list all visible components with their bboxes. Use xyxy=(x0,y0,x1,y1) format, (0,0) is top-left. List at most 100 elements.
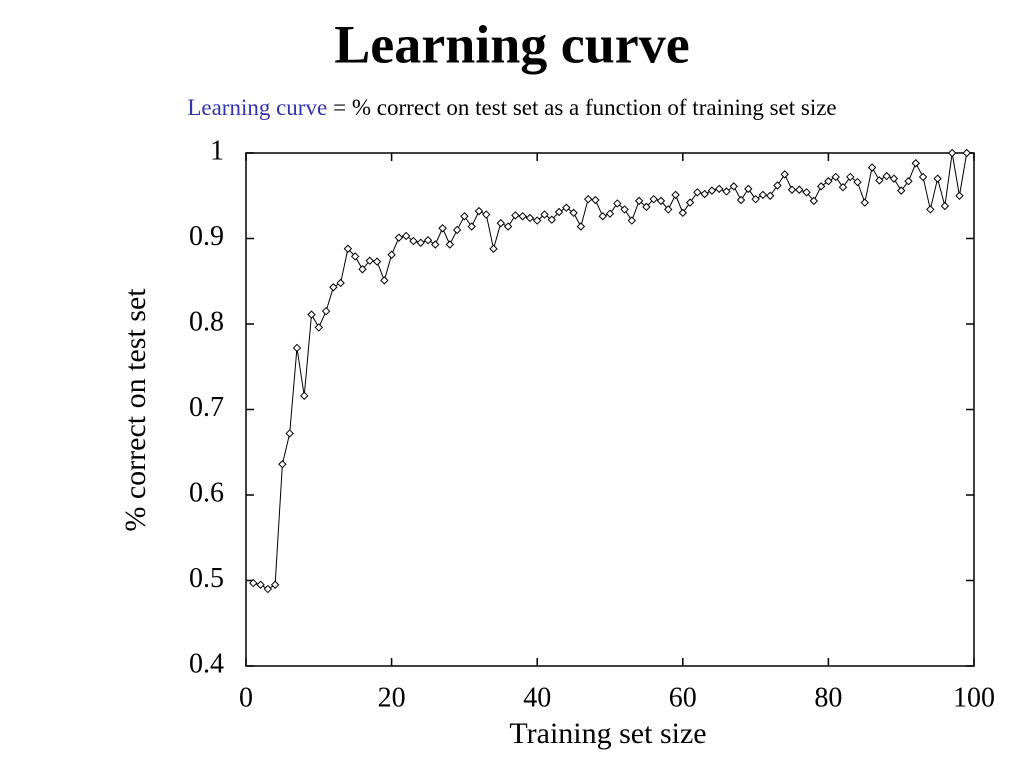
data-point xyxy=(511,211,520,220)
data-point xyxy=(372,257,382,266)
data-point xyxy=(270,580,280,589)
data-point xyxy=(678,208,688,218)
data-point xyxy=(751,194,760,204)
data-point xyxy=(409,236,418,246)
data-point xyxy=(321,306,331,316)
data-point xyxy=(423,236,433,245)
data-point xyxy=(918,172,928,182)
x-tick-label: 100 xyxy=(953,682,995,713)
data-point xyxy=(860,198,870,207)
y-tick-label: 0.5 xyxy=(189,563,224,594)
data-point xyxy=(744,184,753,194)
data-point xyxy=(350,252,360,261)
data-point xyxy=(380,276,389,285)
data-point xyxy=(685,198,695,207)
data-point xyxy=(809,196,819,206)
slide-title: Learning curve xyxy=(334,14,689,74)
data-point xyxy=(256,580,265,589)
data-point xyxy=(605,209,615,218)
data-point xyxy=(853,177,862,187)
y-tick-label: 0.7 xyxy=(189,392,224,423)
data-point xyxy=(642,202,651,212)
subtitle-definition: = % correct on test set as a function of… xyxy=(333,95,836,120)
data-point xyxy=(416,238,425,247)
data-point xyxy=(503,222,513,231)
plot-frame xyxy=(245,152,975,667)
data-point xyxy=(467,222,476,231)
y-tick-label: 0.8 xyxy=(189,306,224,337)
data-point xyxy=(736,195,746,205)
data-point xyxy=(343,244,353,253)
data-point xyxy=(627,216,637,225)
data-line xyxy=(253,152,968,590)
y-tick-label: 0.4 xyxy=(189,648,224,679)
data-point xyxy=(394,233,404,242)
y-tick-label: 1 xyxy=(210,135,224,166)
data-point xyxy=(940,201,950,211)
data-point xyxy=(656,196,666,206)
data-point xyxy=(896,186,906,195)
data-point xyxy=(583,194,593,204)
data-point xyxy=(460,212,469,221)
data-point xyxy=(933,174,942,183)
data-point xyxy=(707,186,717,195)
data-point xyxy=(474,206,484,216)
data-point xyxy=(962,148,971,158)
data-point xyxy=(780,170,789,179)
data-point xyxy=(569,208,578,218)
data-point xyxy=(824,177,833,186)
data-point xyxy=(547,215,556,224)
data-point xyxy=(562,203,571,212)
data-point xyxy=(620,205,629,214)
data-point xyxy=(365,256,374,265)
data-point xyxy=(649,194,658,204)
data-point xyxy=(722,187,731,196)
data-point xyxy=(802,188,811,197)
x-tick-label: 60 xyxy=(669,682,697,713)
x-axis-label: Training set size xyxy=(509,717,706,750)
data-point xyxy=(765,191,775,200)
data-point xyxy=(263,584,273,594)
data-point xyxy=(292,343,302,353)
y-tick-label: 0.6 xyxy=(189,477,224,508)
data-point xyxy=(889,174,899,183)
x-tick-label: 20 xyxy=(378,682,406,713)
data-point xyxy=(867,163,877,172)
subtitle: Learning curve = % correct on test set as… xyxy=(187,95,836,120)
data-point xyxy=(525,213,535,223)
data-point xyxy=(532,216,542,225)
data-point xyxy=(336,278,345,288)
data-point xyxy=(846,172,855,182)
data-point xyxy=(314,323,324,332)
data-point xyxy=(401,231,411,241)
data-point xyxy=(438,224,447,233)
data-point xyxy=(452,225,462,235)
data-point xyxy=(387,250,396,259)
data-point xyxy=(693,188,702,197)
data-point xyxy=(671,190,680,200)
y-axis-label: % correct on test set xyxy=(119,288,152,532)
data-point xyxy=(838,182,848,192)
x-tick-label: 0 xyxy=(239,682,253,713)
data-point xyxy=(482,210,491,219)
data-point xyxy=(576,222,586,231)
x-tick-label: 40 xyxy=(523,682,551,713)
data-point xyxy=(729,182,738,191)
data-point xyxy=(329,283,338,292)
data-point xyxy=(554,207,564,217)
data-point xyxy=(904,177,913,186)
data-point xyxy=(285,429,294,438)
data-point xyxy=(926,205,935,214)
data-point xyxy=(489,244,498,253)
data-point xyxy=(431,240,440,249)
data-point xyxy=(795,185,804,194)
subtitle-term: Learning curve xyxy=(187,95,327,120)
data-point xyxy=(758,190,768,200)
data-point xyxy=(911,159,920,168)
data-point xyxy=(947,148,957,158)
data-point xyxy=(787,185,797,194)
data-point xyxy=(540,210,549,219)
data-point xyxy=(445,240,455,249)
data-point xyxy=(518,212,527,221)
